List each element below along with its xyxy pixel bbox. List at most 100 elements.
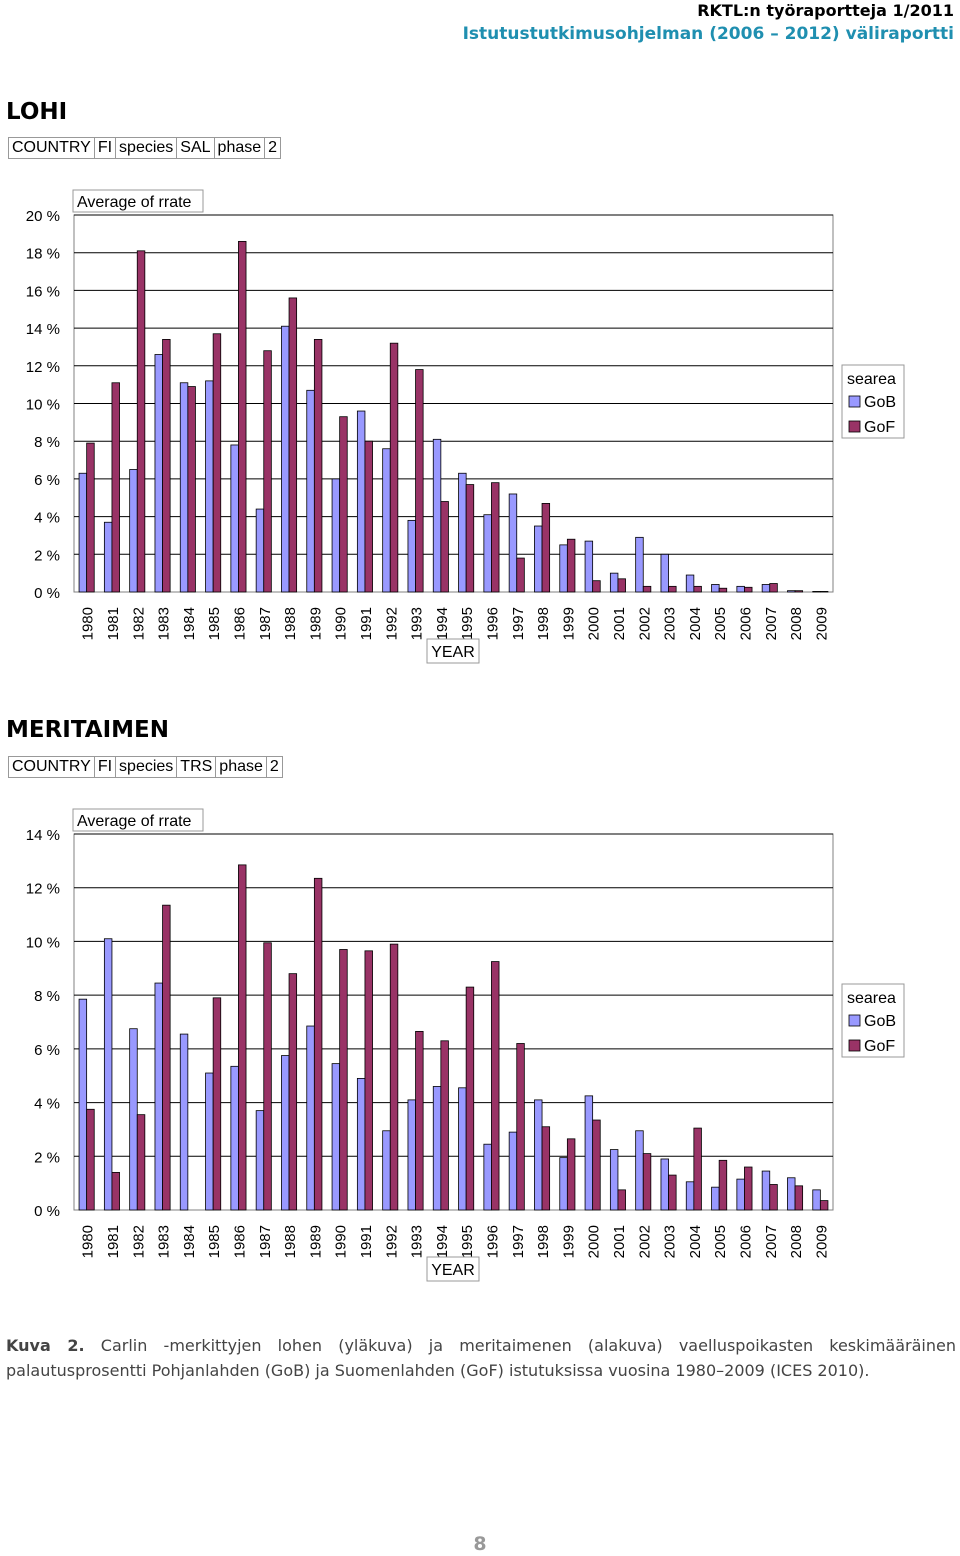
- bar-gof-2002: [642, 585, 652, 593]
- legend-swatch-gof: [848, 1039, 861, 1052]
- bar-gof-1989: [313, 339, 323, 593]
- x-axis-title: YEAR: [431, 1262, 475, 1279]
- x-tick-label: 1988: [282, 607, 299, 640]
- bar-gob-1989: [306, 1025, 315, 1211]
- x-tick-label: 1986: [231, 1225, 248, 1258]
- bar-gob-1994: [432, 438, 442, 593]
- bar-gof-1984: [187, 386, 196, 593]
- x-tick-label: 2006: [737, 1225, 754, 1258]
- bar-gof-1993: [415, 369, 424, 593]
- x-tick-label: 1996: [484, 1225, 501, 1258]
- bar-gof-1992: [389, 342, 399, 593]
- bar-gob-2007: [761, 1170, 771, 1211]
- bar-gof-1999: [566, 538, 576, 593]
- bar-gof-1989: [313, 877, 323, 1211]
- x-tick-label: 1998: [535, 607, 552, 640]
- bar-gob-1990: [331, 1063, 341, 1211]
- bar-gof-2003: [668, 1174, 677, 1211]
- bar-gob-1996: [483, 1143, 492, 1211]
- chart-title: Average of rrate: [77, 194, 192, 211]
- x-tick-label: 2008: [788, 607, 805, 640]
- bar-gof-2006: [744, 586, 753, 593]
- x-tick-label: 2000: [586, 1225, 603, 1258]
- filter-value: FI: [93, 756, 117, 778]
- x-tick-label: 1996: [484, 607, 501, 640]
- x-tick-label: 2005: [712, 607, 729, 640]
- bar-gof-2002: [642, 1153, 652, 1211]
- bar-gof-1999: [566, 1138, 576, 1211]
- x-tick-label: 1997: [510, 1225, 527, 1258]
- x-tick-label: 1989: [307, 1225, 324, 1258]
- x-tick-label: 2004: [687, 1225, 704, 1258]
- legend-swatch-gob: [848, 395, 861, 408]
- y-tick-label: 18 %: [26, 246, 60, 263]
- x-tick-label: 1982: [130, 1225, 147, 1258]
- legend-label-gof: GoF: [864, 1038, 895, 1055]
- bar-gob-1997: [508, 493, 518, 593]
- bar-gof-1998: [541, 1126, 551, 1211]
- bar-gob-1980: [78, 998, 88, 1211]
- x-tick-label: 1994: [434, 607, 451, 640]
- bar-gof-1980: [86, 442, 95, 593]
- x-tick-label: 1999: [560, 607, 577, 640]
- section-title-meritaimen: MERITAIMEN: [6, 717, 169, 743]
- bar-gob-2004: [685, 574, 695, 593]
- chart-lohi-svg: 0 % 2 % 4 % 6 % 8 % 10 % 12 % 14 % 16 % 18 % 20 % A…: [26, 189, 905, 664]
- bar-gof-1986: [238, 864, 247, 1211]
- filter-label: phase: [213, 137, 266, 159]
- bar-gof-1994: [440, 1040, 449, 1211]
- bar-gob-1998: [534, 525, 543, 593]
- bar-gob-2009: [812, 1189, 821, 1211]
- bar-gob-1998: [534, 1099, 543, 1211]
- legend-label-gob: GoB: [864, 394, 896, 411]
- y-tick-label: 4 %: [34, 1096, 60, 1113]
- x-tick-label: 2001: [611, 607, 628, 640]
- bar-gob-1983: [154, 354, 163, 593]
- figure-caption: Kuva 2. Carlin -merkittyjen lohen (yläku…: [6, 1333, 956, 1383]
- bar-gof-2003: [668, 585, 677, 593]
- bar-gob-1985: [205, 1072, 214, 1211]
- bar-gob-1986: [230, 1065, 239, 1211]
- y-tick-label: 8 %: [34, 988, 60, 1005]
- legend-label-gob: GoB: [864, 1013, 896, 1030]
- x-tick-label: 2009: [813, 607, 830, 640]
- bar-gob-1988: [281, 325, 290, 593]
- bar-gof-2007: [769, 1184, 778, 1211]
- filter-value: TRS: [176, 756, 217, 778]
- x-tick-label: 2007: [763, 607, 780, 640]
- bar-gob-2006: [736, 1178, 745, 1211]
- filter-value: SAL: [176, 137, 215, 159]
- filter-label: phase: [215, 756, 267, 778]
- bar-gof-1990: [339, 949, 348, 1211]
- bar-gob-1995: [458, 472, 467, 593]
- bar-gof-2001: [617, 1189, 626, 1211]
- bar-gob-1988: [281, 1055, 290, 1211]
- bar-gob-1982: [129, 469, 138, 593]
- bar-gob-2006: [736, 585, 745, 593]
- bar-gof-1980: [86, 1108, 95, 1211]
- bar-gof-1997: [516, 557, 525, 593]
- x-axis-title-box: [426, 638, 480, 664]
- x-tick-label: 2006: [737, 607, 754, 640]
- x-tick-label: 1998: [535, 1225, 552, 1258]
- bar-gob-1981: [103, 521, 113, 593]
- legend-swatch-gob: [848, 1014, 861, 1027]
- bar-gof-1983: [162, 904, 171, 1211]
- x-tick-label: 1983: [156, 607, 173, 640]
- x-tick-label: 2009: [813, 1225, 830, 1258]
- bar-gob-1995: [458, 1087, 467, 1211]
- report-series-title: RKTL:n työraportteja 1/2011: [697, 1, 954, 20]
- bar-gof-1990: [339, 416, 348, 593]
- bar-gof-1983: [162, 339, 171, 593]
- plot-area: [73, 833, 834, 1211]
- x-tick-label: 1995: [459, 1225, 476, 1258]
- bar-gof-2008: [794, 590, 804, 593]
- bar-gof-2009: [819, 1200, 829, 1211]
- caption-label: Kuva 2.: [6, 1336, 85, 1355]
- bar-gob-2005: [711, 1186, 720, 1211]
- y-tick-label: 16 %: [26, 283, 60, 300]
- bar-gof-2009: [819, 591, 829, 593]
- bar-gof-1993: [415, 1030, 424, 1211]
- y-tick-label: 14 %: [26, 827, 60, 844]
- bar-gob-2003: [660, 553, 669, 593]
